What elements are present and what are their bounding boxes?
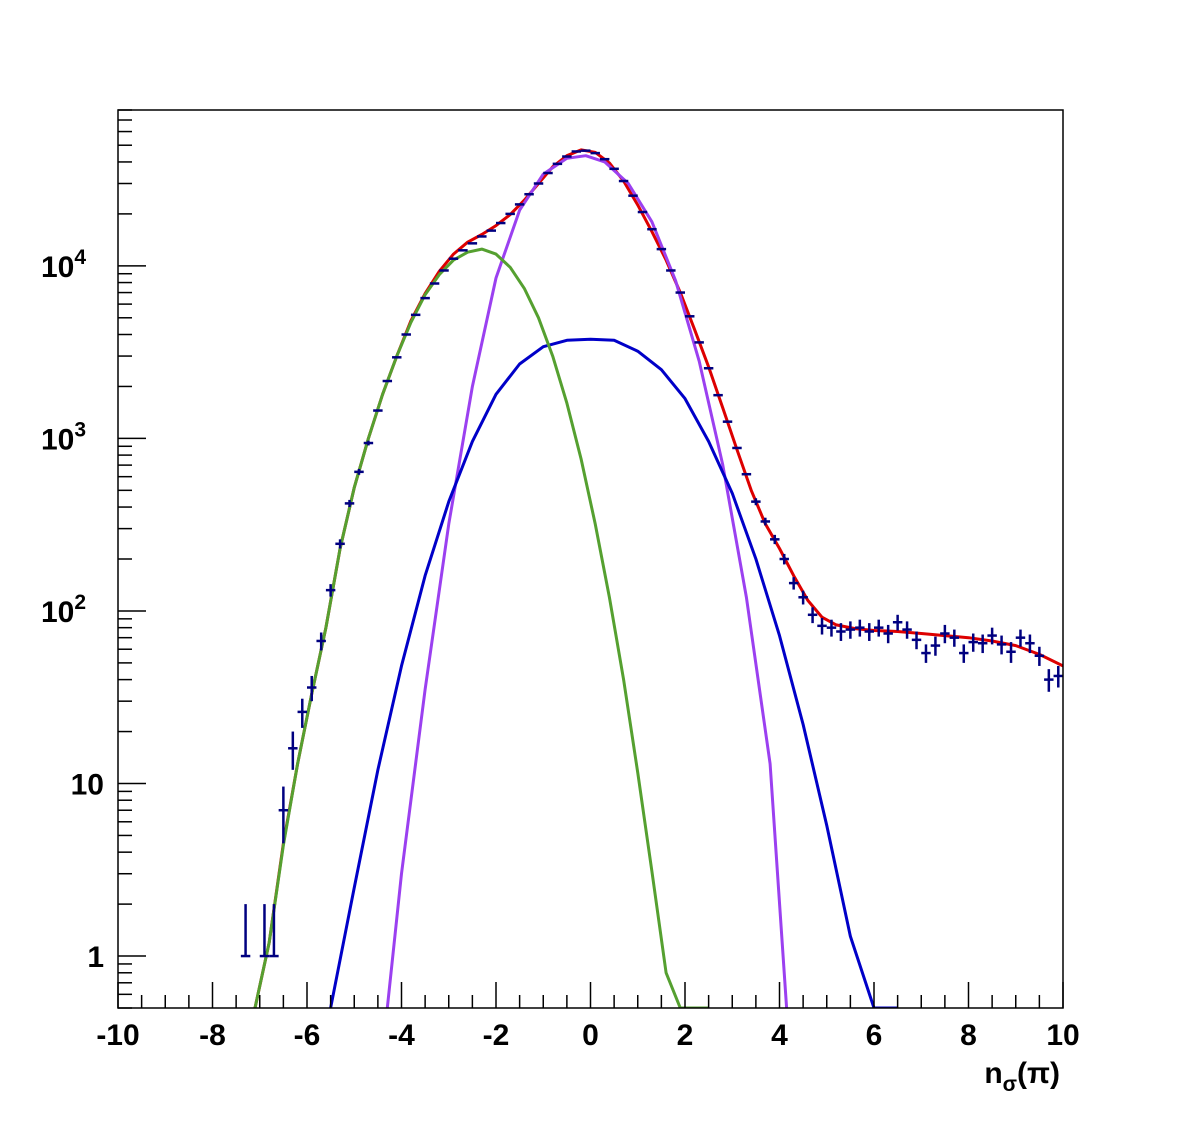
x-tick-label: 10 <box>1046 1019 1079 1052</box>
data-point <box>845 621 856 639</box>
data-point <box>363 440 374 446</box>
x-tick-label: 2 <box>677 1019 694 1052</box>
y-tick-label: 102 <box>41 591 86 629</box>
data-point <box>959 644 969 663</box>
data-point <box>987 627 997 645</box>
data-point <box>1034 646 1045 666</box>
data-point <box>278 786 289 844</box>
data-point <box>892 614 903 631</box>
data-point <box>807 607 818 624</box>
data-point <box>855 619 865 637</box>
data-point <box>874 619 884 637</box>
data-point <box>968 633 978 652</box>
data-point <box>911 631 922 650</box>
data-point <box>902 621 912 639</box>
data-point <box>883 624 893 644</box>
fit-curve-4 <box>253 247 709 1008</box>
data-point <box>921 644 931 663</box>
y-axis-ticks: 1 10 102 103 104 <box>41 109 146 1009</box>
fit-curve-3 <box>329 337 898 1008</box>
x-tick-label: 8 <box>960 1019 977 1052</box>
data-point <box>1006 642 1016 663</box>
y-tick-label: 10 <box>71 769 104 802</box>
data-point <box>335 539 345 549</box>
data-point <box>259 904 270 958</box>
x-tick-label: 0 <box>582 1019 599 1052</box>
data-point <box>977 634 988 654</box>
data-point <box>836 623 846 641</box>
data-point <box>1044 669 1054 692</box>
data-point <box>930 636 941 656</box>
x-tick-label: -2 <box>483 1019 510 1052</box>
data-point <box>240 904 251 958</box>
data-point <box>1025 634 1035 654</box>
data-point <box>1053 665 1063 688</box>
data-point <box>751 498 761 506</box>
data-point <box>325 584 336 597</box>
fit-curves <box>253 148 1063 1008</box>
data-point <box>826 619 837 637</box>
x-tick-label: -6 <box>294 1019 321 1052</box>
fit-curve-2 <box>385 154 789 1008</box>
data-point <box>770 534 780 545</box>
data-point <box>949 629 960 647</box>
data-point <box>288 731 298 770</box>
data-point <box>354 468 364 475</box>
data-point <box>798 590 808 605</box>
x-tick-label: -8 <box>199 1019 226 1052</box>
data-point <box>316 632 326 651</box>
data-point <box>996 635 1007 655</box>
data-point <box>760 517 771 526</box>
data-point <box>269 904 279 958</box>
data-point <box>779 553 789 565</box>
data-points <box>240 149 1063 958</box>
data-point <box>817 618 827 635</box>
x-axis-title: nσ(π) <box>984 1057 1060 1096</box>
x-tick-label: 4 <box>771 1019 788 1052</box>
x-tick-label: -4 <box>388 1019 415 1052</box>
data-point <box>344 499 355 508</box>
data-point <box>864 623 874 641</box>
data-point <box>940 624 950 644</box>
data-point <box>1015 629 1026 647</box>
y-tick-label: 103 <box>41 418 86 456</box>
data-point <box>307 675 317 702</box>
y-tick-label: 104 <box>41 246 86 284</box>
x-tick-label: 6 <box>866 1019 883 1052</box>
x-tick-label: -10 <box>96 1019 139 1052</box>
data-point <box>297 698 307 728</box>
data-point <box>788 577 799 590</box>
y-tick-label: 1 <box>87 941 104 974</box>
